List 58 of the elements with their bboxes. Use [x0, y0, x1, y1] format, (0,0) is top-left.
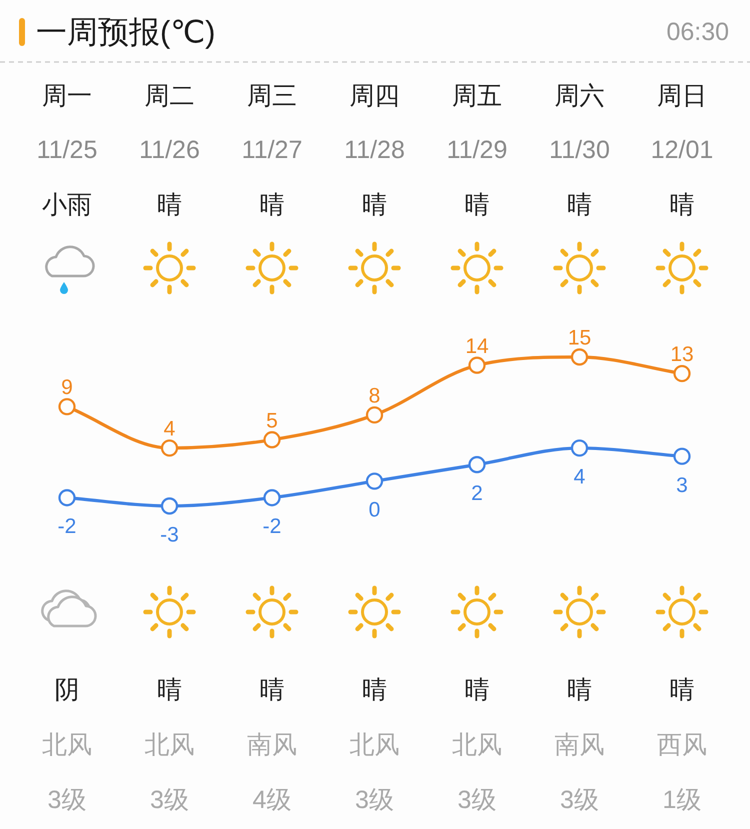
chart-title: 一周预报(℃) — [36, 14, 216, 50]
data-label: 2 — [471, 482, 483, 506]
point — [673, 364, 691, 382]
text: 3级 — [458, 786, 496, 814]
text: 晴 — [567, 676, 592, 704]
point — [366, 472, 384, 490]
x-tick-label: 周五 11/29 晴 — [446, 82, 508, 219]
data-label: 4 — [164, 418, 176, 441]
text: 阴 — [54, 676, 80, 704]
point — [468, 356, 486, 374]
data-label: 13 — [670, 343, 694, 366]
point — [468, 456, 486, 474]
point — [160, 439, 178, 457]
text: 北风 — [144, 731, 194, 759]
data-label: 4 — [574, 466, 586, 489]
point — [366, 406, 384, 424]
point — [58, 489, 76, 506]
text: 3级 — [355, 786, 394, 814]
chart-subtitle: 06:30 — [666, 18, 729, 46]
text: 北风 — [350, 731, 400, 759]
data-label: 5 — [266, 409, 278, 432]
data-label: 15 — [568, 326, 592, 350]
text: 1级 — [662, 786, 702, 814]
x-tick-label: 周三 11/27 晴 — [242, 82, 302, 219]
text: 3级 — [150, 786, 189, 814]
text: 4级 — [252, 786, 292, 814]
text: 晴 — [157, 676, 182, 704]
point — [58, 398, 76, 416]
text: 北风 — [452, 731, 502, 759]
data-label: -2 — [262, 515, 282, 538]
point — [570, 439, 588, 457]
x-tick-label: 周二 11/26 晴 — [139, 82, 200, 219]
data-label: 9 — [61, 376, 73, 400]
text: 南风 — [247, 731, 297, 759]
text: 晴 — [464, 676, 490, 704]
text: 晴 — [260, 676, 284, 704]
point — [160, 497, 178, 515]
text: 3级 — [560, 786, 599, 814]
data-label: 0 — [368, 498, 380, 522]
data-label: -2 — [58, 515, 76, 538]
point — [570, 348, 588, 366]
data-label: 8 — [368, 384, 380, 408]
text: 南风 — [554, 731, 604, 759]
x-tick-label: 周一 11/25 小雨 — [36, 82, 98, 219]
data-label: -3 — [160, 524, 179, 546]
data-label: 14 — [465, 334, 489, 358]
point — [673, 448, 691, 465]
x-tick-label: 周日 12/01 晴 — [650, 82, 714, 219]
text: 3级 — [48, 786, 86, 814]
point — [263, 489, 281, 506]
text: 晴 — [362, 676, 387, 704]
point — [263, 431, 281, 448]
x-tick-label: 周六 11/30 晴 — [549, 82, 610, 219]
text: 西风 — [657, 731, 707, 759]
text: 北风 — [42, 731, 92, 759]
x-tick-label: 周四 11/28 晴 — [344, 82, 405, 219]
text: 晴 — [670, 676, 694, 704]
data-label: 3 — [676, 474, 688, 497]
